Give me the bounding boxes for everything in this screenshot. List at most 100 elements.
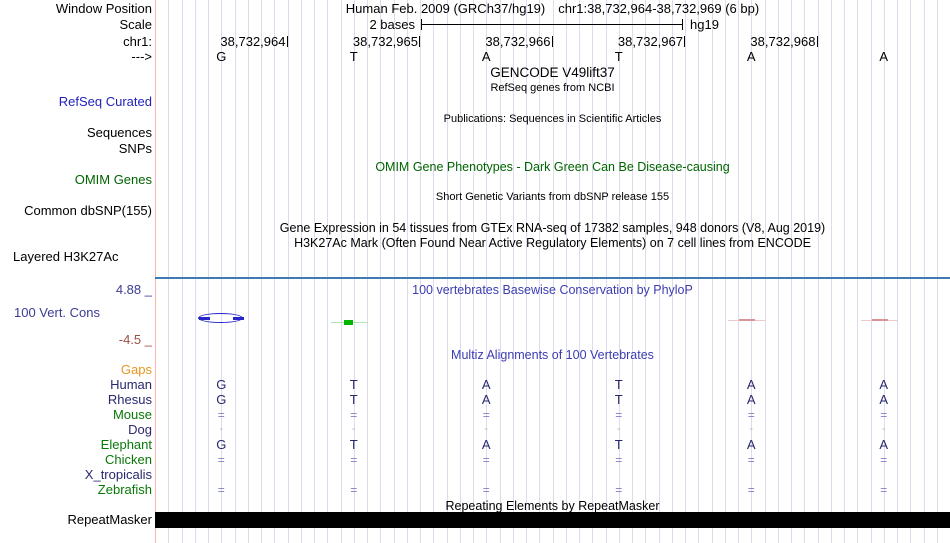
multiz-row-elephant: Elephant G T A T A A — [0, 438, 950, 452]
alignment-cell: = — [615, 453, 623, 467]
track-title-phylop[interactable]: 100 vertebrates Basewise Conservation by… — [412, 283, 693, 297]
base-letter: T — [614, 49, 623, 64]
window-position-row: Human Feb. 2009 (GRCh37/hg19) chr1:38,73… — [155, 2, 950, 16]
chrom-label: chr1: — [123, 34, 152, 49]
gridline — [579, 0, 580, 543]
alignment-cell: = — [880, 408, 888, 422]
phylop-mark-red-core-2 — [872, 319, 888, 321]
alignment-cell: = — [350, 408, 358, 422]
base-letter: G — [216, 49, 227, 64]
gridline — [605, 0, 607, 543]
species-label[interactable]: Rhesus — [107, 392, 152, 407]
track-title-multiz[interactable]: Multiz Alignments of 100 Vertebrates — [451, 348, 654, 362]
track-separator-line — [155, 277, 950, 279]
gridline — [221, 0, 223, 543]
gridline — [936, 0, 938, 543]
track-title-h3k27ac[interactable]: H3K27Ac Mark (Often Found Near Active Re… — [294, 236, 811, 250]
ruler-coordinate: 38,732,966 — [485, 34, 551, 49]
gridline — [194, 0, 196, 543]
base-letter: A — [879, 49, 889, 64]
alignment-cell: T — [614, 437, 623, 452]
multiz-row-zebrafish: Zebrafish = = = = = = — [0, 482, 950, 498]
alignment-cell: G — [216, 437, 227, 452]
scale-label: Scale — [119, 17, 152, 32]
track-title-gencode[interactable]: GENCODE V49lift37 — [490, 65, 615, 80]
alignment-cell: = — [615, 483, 623, 497]
alignment-cell: - — [352, 424, 356, 435]
multiz-row-gaps: Gaps — [0, 363, 950, 377]
track-title-gtex[interactable]: Gene Expression in 54 tissues from GTEx … — [279, 221, 826, 235]
alignment-cell: - — [882, 424, 886, 435]
base-letter: A — [481, 49, 491, 64]
repeatmasker-bar[interactable] — [155, 512, 950, 528]
gridline — [552, 0, 554, 543]
gridline — [287, 0, 289, 543]
alignment-cell: = — [880, 483, 888, 497]
track-title-omim[interactable]: OMIM Gene Phenotypes - Dark Green Can Be… — [375, 160, 730, 174]
gridline — [791, 0, 792, 543]
gridline — [181, 0, 183, 543]
gridline — [632, 0, 633, 543]
gridline — [340, 0, 342, 543]
sidebar-snps[interactable]: SNPs — [118, 141, 152, 156]
species-label[interactable]: Dog — [128, 422, 152, 437]
species-label[interactable]: X_tropicalis — [84, 467, 152, 482]
sidebar-sequences[interactable]: Sequences — [86, 125, 152, 140]
species-label[interactable]: Zebrafish — [97, 482, 152, 497]
gridline — [844, 0, 845, 543]
species-label[interactable]: Mouse — [112, 407, 152, 422]
sidebar-refseq-curated[interactable]: RefSeq Curated — [58, 94, 152, 109]
strand-arrow-label: ---> — [131, 49, 152, 64]
gridline — [300, 0, 302, 543]
alignment-cell: = — [615, 408, 623, 422]
alignment-cell: = — [482, 408, 490, 422]
sidebar-100-vert-cons[interactable]: 100 Vert. Cons — [14, 305, 100, 320]
gridline — [499, 0, 501, 543]
ruler-tick — [551, 36, 553, 47]
scale-bar-line — [422, 24, 682, 25]
gridline — [751, 0, 753, 543]
alignment-cell: T — [349, 437, 358, 452]
gridline — [353, 0, 355, 543]
sidebar-common-dbsnp[interactable]: Common dbSNP(155) — [24, 203, 152, 218]
ruler-tick — [684, 36, 685, 47]
gridline — [804, 0, 806, 543]
phylop-mark-green-box — [344, 320, 353, 325]
gridline — [526, 0, 527, 543]
sidebar-repeatmasker[interactable]: RepeatMasker — [67, 512, 152, 527]
track-title-publications[interactable]: Publications: Sequences in Scientific Ar… — [443, 113, 662, 125]
gridline — [459, 0, 461, 543]
multiz-row-x_tropicalis: X_tropicalis — [0, 468, 950, 482]
track-title-refseq[interactable]: RefSeq genes from NCBI — [490, 82, 615, 94]
alignment-cell: = — [350, 453, 358, 467]
alignment-cell: = — [217, 483, 225, 497]
multiz-row-dog: Dog - - - - - - — [0, 423, 950, 437]
track-title-dbsnp[interactable]: Short Genetic Variants from dbSNP releas… — [435, 191, 670, 203]
window-position-label: Window Position — [55, 1, 152, 16]
gridline — [658, 0, 660, 543]
species-label[interactable]: Chicken — [105, 452, 152, 467]
ruler-tick — [816, 36, 818, 47]
sidebar-layered-h3k27ac[interactable]: Layered H3K27Ac — [13, 249, 119, 264]
gridline — [314, 0, 315, 543]
gridline — [897, 0, 898, 543]
species-label[interactable]: Gaps — [120, 362, 152, 377]
sidebar-omim-genes[interactable]: OMIM Genes — [74, 172, 152, 187]
gridline — [565, 0, 567, 543]
alignment-cell: T — [349, 392, 358, 407]
gridline — [817, 0, 819, 543]
gridline — [870, 0, 872, 543]
species-label[interactable]: Human — [110, 377, 152, 392]
phylop-mark-cap-right — [233, 317, 244, 320]
scale-value: 2 bases — [369, 17, 415, 32]
scale-assembly: hg19 — [690, 17, 719, 32]
species-label[interactable]: Elephant — [100, 437, 152, 452]
gridline — [910, 0, 912, 543]
alignment-cell: = — [482, 453, 490, 467]
alignment-cell: = — [350, 483, 358, 497]
gridline — [274, 0, 276, 543]
gridline — [923, 0, 925, 543]
gridline — [777, 0, 779, 543]
ruler-coordinate: 38,732,964 — [220, 34, 286, 49]
track-title-repeatmasker[interactable]: Repeating Elements by RepeatMasker — [445, 499, 660, 513]
